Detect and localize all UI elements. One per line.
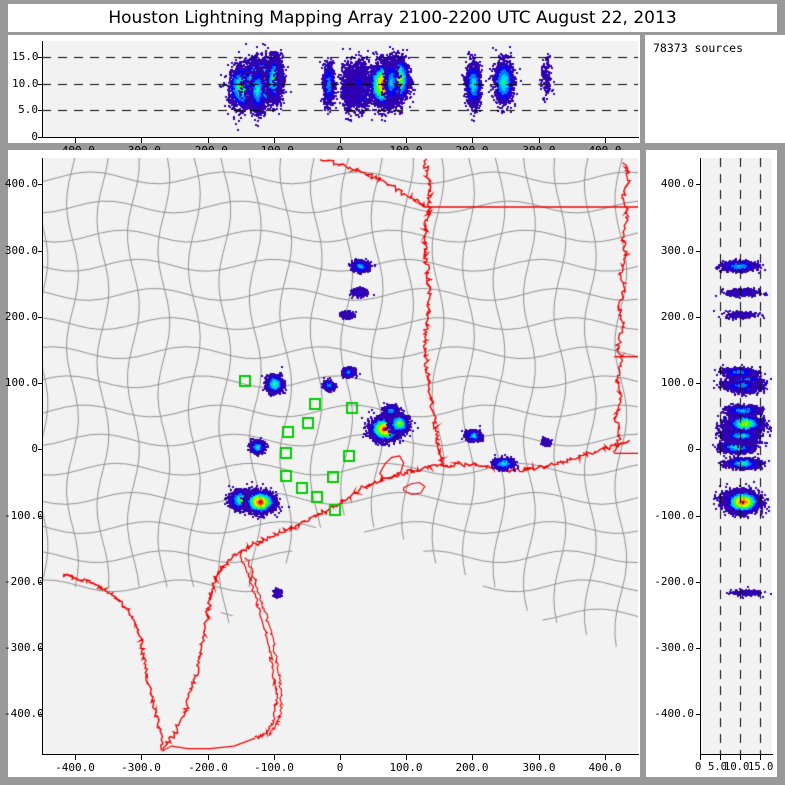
main-panel-y-tick	[38, 317, 43, 318]
main-panel-x-tick-label: 400.0	[588, 761, 622, 774]
title-bar: Houston Lightning Mapping Array 2100-220…	[8, 4, 777, 32]
right-panel-y-tick	[696, 317, 701, 318]
right-panel-y-tick	[696, 184, 701, 185]
right-panel-y-tick	[696, 516, 701, 517]
right-panel-x-tick-label: 0	[695, 761, 702, 773]
right-panel-y-tick-label: -300.0	[654, 641, 694, 654]
right-panel-x-tick	[720, 755, 721, 760]
right-panel-x-tick	[760, 755, 761, 760]
top-panel-y-tick-label: 0	[31, 130, 38, 143]
top-panel-y-tick-label: 15.0	[12, 50, 39, 63]
top-panel-x-tick	[406, 138, 407, 143]
right-panel-x-axis	[700, 754, 773, 755]
top-panel-x-tick	[208, 138, 209, 143]
main-panel-y-tick-label: -200.0	[4, 575, 44, 588]
main-panel-y-axis	[42, 158, 43, 754]
top-panel-x-tick	[472, 138, 473, 143]
altitude-vs-north-south-plot[interactable]	[700, 158, 772, 754]
top-panel-y-axis	[42, 41, 43, 137]
main-panel-x-tick	[141, 755, 142, 760]
top-panel-y-tick-label: 5.0	[18, 103, 38, 116]
top-panel-x-tick	[605, 138, 606, 143]
right-panel-x-tick	[700, 755, 701, 760]
top-panel-y-tick-label: 10.0	[12, 77, 39, 90]
plan-view-map-plot[interactable]	[42, 158, 638, 754]
top-panel-y-tick	[38, 84, 43, 85]
right-panel-y-tick	[696, 582, 701, 583]
top-panel-x-axis	[42, 137, 639, 138]
right-panel-y-tick-label: 400.0	[660, 177, 694, 190]
main-panel-y-tick-label: -300.0	[4, 641, 44, 654]
main-panel-y-tick	[38, 714, 43, 715]
main-panel-x-tick-label: -200.0	[188, 761, 228, 774]
right-panel-y-tick-label: 300.0	[660, 244, 694, 257]
main-panel-y-tick	[38, 251, 43, 252]
right-panel-y-tick-label: 200.0	[660, 310, 694, 323]
top-panel-gridlines	[42, 41, 638, 137]
right-panel-y-tick-label: -100.0	[654, 509, 694, 522]
right-panel-frame: -400.0 -300.0 -200.0 -100.0 0 100.0 200.0 300.0…	[646, 150, 777, 777]
main-panel-y-tick	[38, 449, 43, 450]
right-panel-y-tick-label: 0	[687, 442, 694, 455]
right-panel-y-tick	[696, 251, 701, 252]
right-panel-gridlines	[700, 158, 772, 754]
top-panel-x-tick	[141, 138, 142, 143]
main-panel-y-tick-label: 0	[31, 442, 38, 455]
main-panel-y-tick	[38, 184, 43, 185]
main-panel-x-tick-label: 0	[336, 761, 344, 774]
main-panel-y-tick-label: -100.0	[4, 509, 44, 522]
top-panel-x-tick	[75, 138, 76, 143]
main-panel-x-tick	[75, 755, 76, 760]
main-panel-y-tick	[38, 383, 43, 384]
right-panel-x-tick-label: 10.0	[724, 761, 750, 773]
page-title: Houston Lightning Mapping Array 2100-220…	[108, 8, 677, 28]
main-panel-x-tick-label: -400.0	[55, 761, 95, 774]
top-panel-y-tick	[38, 137, 43, 138]
main-panel-x-tick	[605, 755, 606, 760]
main-panel-y-tick-label: 300.0	[4, 244, 38, 257]
main-panel-x-tick	[472, 755, 473, 760]
top-panel-y-tick	[38, 57, 43, 58]
right-panel-x-tick-label: 15.0	[748, 761, 774, 773]
right-panel-y-axis	[700, 158, 701, 754]
main-panel-x-axis	[42, 754, 639, 755]
main-panel-x-tick-label: 300.0	[522, 761, 556, 774]
right-panel-y-tick	[696, 449, 701, 450]
top-panel-frame: 05.010.015.0-400.0-300.0-200.0-100.00100…	[8, 35, 640, 157]
main-panel-frame: -400.0 -300.0 -200.0 -100.0 0 100.0 200.0 300.0…	[4, 150, 640, 777]
main-panel-x-tick-label: -100.0	[254, 761, 294, 774]
main-panel-x-tick-label: -300.0	[121, 761, 161, 774]
right-panel-y-tick-label: 100.0	[660, 376, 694, 389]
main-panel-x-tick-label: 100.0	[389, 761, 423, 774]
main-panel-x-tick	[539, 755, 540, 760]
right-panel-y-tick	[696, 714, 701, 715]
main-panel-y-tick-label: 200.0	[4, 310, 38, 323]
main-panel-y-tick	[38, 516, 43, 517]
source-count-label: 78373 sources	[653, 41, 744, 55]
main-panel-x-tick-label: 200.0	[455, 761, 489, 774]
main-panel-y-tick-label: 400.0	[4, 177, 38, 190]
main-panel-y-tick-label: -400.0	[4, 707, 44, 720]
main-panel-y-tick-label: 100.0	[4, 376, 38, 389]
main-panel-y-tick	[38, 582, 43, 583]
station-marker-canvas	[42, 158, 638, 754]
source-count-panel: 78373 sources	[645, 35, 785, 143]
right-panel-y-tick-label: -200.0	[654, 575, 694, 588]
altitude-vs-east-west-plot[interactable]	[42, 41, 638, 137]
main-panel-x-tick	[406, 755, 407, 760]
main-panel-x-tick	[208, 755, 209, 760]
right-panel-y-tick	[696, 383, 701, 384]
right-panel-x-tick-label: 5.0	[708, 761, 727, 773]
right-panel-x-tick	[740, 755, 741, 760]
right-panel-y-tick-label: -400.0	[654, 707, 694, 720]
main-panel-x-tick	[340, 755, 341, 760]
right-panel-y-tick	[696, 648, 701, 649]
top-panel-y-tick	[38, 110, 43, 111]
main-panel-x-tick	[274, 755, 275, 760]
main-panel-y-tick	[38, 648, 43, 649]
top-panel-x-tick	[340, 138, 341, 143]
top-panel-x-tick	[274, 138, 275, 143]
top-panel-x-tick	[539, 138, 540, 143]
